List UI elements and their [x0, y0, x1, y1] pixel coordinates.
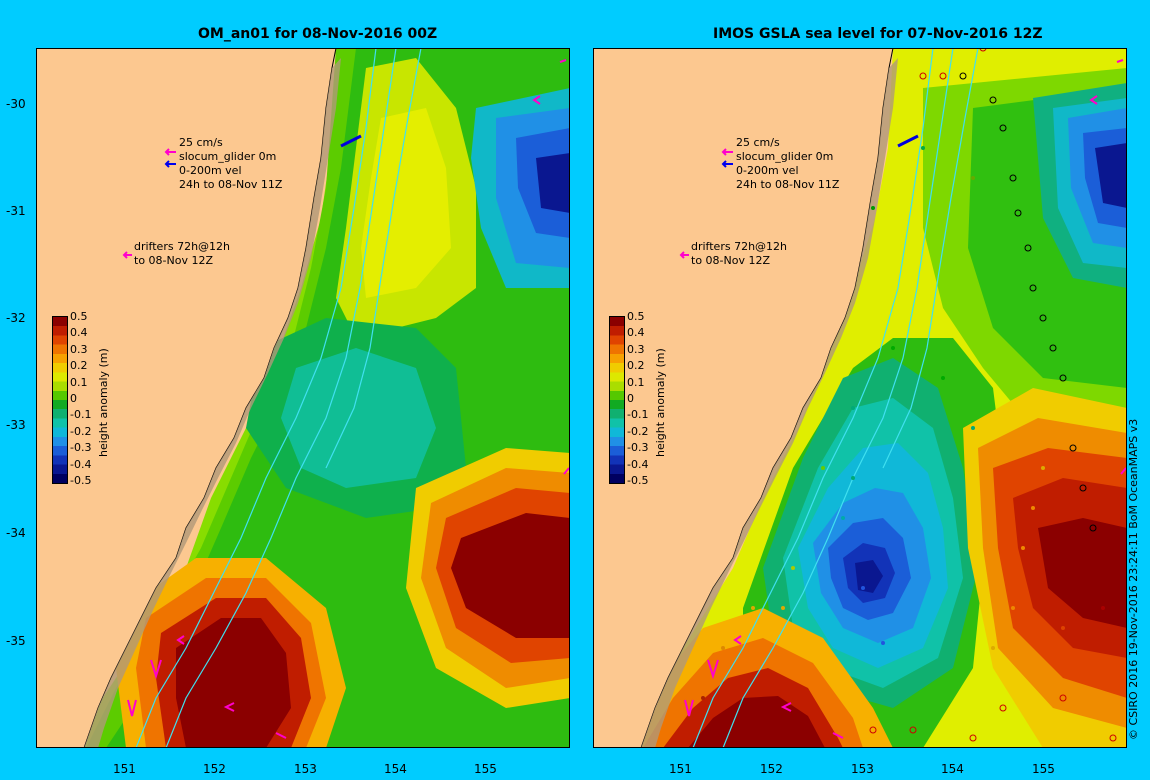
colorbar-tick: 0.3: [70, 342, 88, 356]
lon-tick-label: 154: [384, 762, 407, 776]
lon-tick-label: 151: [669, 762, 692, 776]
colorbar-gradient: [53, 317, 67, 483]
colorbar-tick: 0.4: [70, 326, 88, 340]
depth-vel-label: 0-200m vel: [736, 164, 799, 177]
lon-tick-label: 153: [851, 762, 874, 776]
drifter-tracks: [684, 59, 1127, 739]
colorbar-tick: 0.5: [627, 310, 645, 323]
right-map-title: IMOS GSLA sea level for 07-Nov-2016 12Z: [713, 26, 1043, 42]
colorbar-tick: 0.5: [70, 310, 88, 323]
right-map[interactable]: 25 cm/s slocum_glider 0m 0-200m vel 24h …: [593, 48, 1127, 748]
colorbar-tick: 0.2: [70, 359, 88, 373]
lon-tick-label: 153: [294, 762, 317, 776]
drifters-window-label: to 08-Nov 12Z: [691, 254, 770, 267]
velocity-legend: 25 cm/s slocum_glider 0m 0-200m vel 24h …: [122, 136, 283, 267]
lat-tick-label: -30: [6, 97, 26, 111]
lat-tick-label: -31: [6, 204, 26, 218]
colorbar-tick: 0.4: [627, 326, 645, 340]
drifters-label: drifters 72h@12h: [691, 240, 787, 253]
colorbar-tick: 0: [627, 392, 634, 406]
lon-tick-label: 155: [474, 762, 497, 776]
right-colorbar: [609, 316, 625, 484]
time-window-label: 24h to 08-Nov 11Z: [736, 178, 840, 191]
bathymetry-contours: [692, 48, 979, 748]
right-colorbar-ticks: 0.5 0.4 0.3 0.2 0.1 0 -0.1 -0.2 -0.3 -0.…: [627, 309, 648, 489]
lat-tick-label: -32: [6, 311, 26, 325]
colorbar-tick: -0.2: [70, 424, 92, 438]
lat-tick-label: -33: [6, 418, 26, 432]
left-map-title: OM_an01 for 08-Nov-2016 00Z: [198, 26, 438, 42]
colorbar-tick: -0.1: [70, 408, 92, 422]
lon-tick-label: 152: [760, 762, 783, 776]
colorbar-gradient: [610, 317, 624, 483]
glider-label: slocum_glider 0m: [736, 150, 833, 163]
colorbar-tick: 0: [70, 392, 77, 406]
colorbar-tick: -0.5: [627, 474, 649, 488]
drifters-label: drifters 72h@12h: [134, 240, 230, 253]
lon-tick-label: 154: [941, 762, 964, 776]
lon-tick-label: 155: [1032, 762, 1055, 776]
left-colorbar: [52, 316, 68, 484]
lon-tick-label: 151: [113, 762, 136, 776]
drifter-tracks: [127, 59, 570, 739]
colorbar-tick: -0.4: [70, 457, 92, 471]
colorbar-label: height anomaly (m): [654, 348, 667, 457]
colorbar-tick: -0.3: [70, 441, 92, 455]
colorbar-tick: 0.2: [627, 359, 645, 373]
left-colorbar-ticks: 0.5 0.4 0.3 0.2 0.1 0 -0.1 -0.2 -0.3 -0.…: [70, 309, 91, 489]
colorbar-tick: -0.4: [627, 457, 649, 471]
colorbar-tick: 0.3: [627, 342, 645, 356]
colorbar-tick: 0.1: [70, 375, 88, 389]
sea-level-field: [66, 48, 570, 748]
vel-scale-label: 25 cm/s: [179, 136, 223, 149]
glider-label: slocum_glider 0m: [179, 150, 276, 163]
drifters-window-label: to 08-Nov 12Z: [134, 254, 213, 267]
colorbar-label: height anomaly (m): [97, 348, 110, 457]
bathymetry-contours: [135, 48, 422, 748]
colorbar-tick: -0.2: [627, 424, 649, 438]
colorbar-tick: -0.5: [70, 474, 92, 488]
depth-vel-label: 0-200m vel: [179, 164, 242, 177]
sea-level-field: [613, 48, 1127, 748]
vel-scale-label: 25 cm/s: [736, 136, 780, 149]
velocity-legend: 25 cm/s slocum_glider 0m 0-200m vel 24h …: [679, 136, 840, 267]
glider-track: [897, 134, 919, 148]
colorbar-tick: 0.1: [627, 375, 645, 389]
glider-track: [340, 134, 362, 148]
credit-text: © CSIRO 2016 19-Nov-2016 23:24:11 BoM Oc…: [1127, 418, 1140, 740]
left-map[interactable]: 25 cm/s slocum_glider 0m 0-200m vel 24h …: [36, 48, 570, 748]
time-window-label: 24h to 08-Nov 11Z: [179, 178, 283, 191]
colorbar-tick: -0.3: [627, 441, 649, 455]
lon-tick-label: 152: [203, 762, 226, 776]
lat-tick-label: -35: [6, 634, 26, 648]
altimetry-observations: [701, 48, 1117, 742]
colorbar-tick: -0.1: [627, 408, 649, 422]
lat-tick-label: -34: [6, 526, 26, 540]
